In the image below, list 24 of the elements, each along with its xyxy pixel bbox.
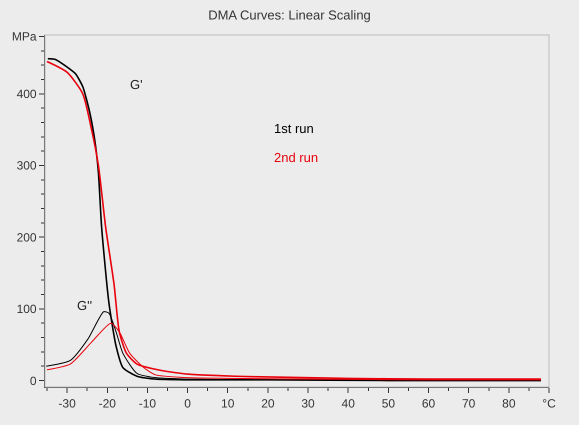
annotation: G'	[130, 77, 143, 92]
x-tick-label: -30	[58, 396, 76, 410]
chart-title: DMA Curves: Linear Scaling	[208, 8, 371, 23]
x-tick-label: 40	[342, 396, 356, 410]
x-tick-label: 20	[261, 396, 275, 410]
y-tick-label: 300	[16, 158, 37, 173]
y-tick-label: 200	[16, 230, 37, 244]
x-tick-label: 10	[221, 396, 235, 410]
x-tick-label: 80	[502, 396, 516, 410]
y-tick-label: 100	[16, 302, 37, 316]
x-tick-label: °C	[542, 396, 556, 410]
y-tick-label: 0	[30, 374, 37, 388]
y-tick-label: 400	[16, 86, 37, 101]
x-tick-label: 70	[462, 396, 476, 410]
x-tick-label: 30	[301, 396, 316, 410]
text: 1st run	[274, 121, 314, 136]
text: 2nd run	[274, 150, 318, 165]
x-tick-label: 0	[184, 396, 192, 410]
x-tick-label: -10	[138, 396, 156, 410]
annotation: G''	[77, 298, 92, 313]
x-tick-label: -20	[98, 396, 116, 410]
x-tick-label: 60	[422, 396, 436, 410]
x-tick-label: 50	[382, 396, 396, 410]
y-tick-label: MPa	[12, 30, 37, 44]
